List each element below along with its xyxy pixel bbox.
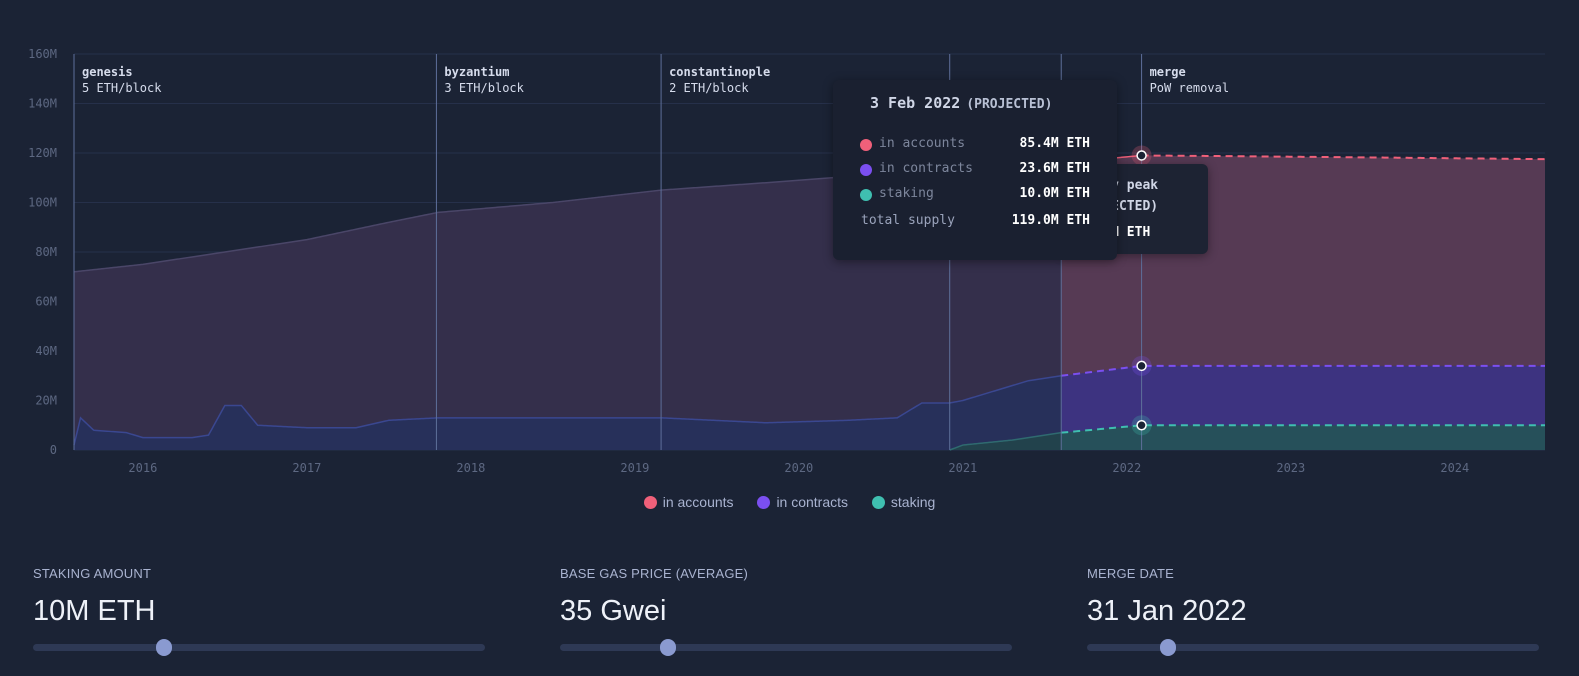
y-tick-label: 100M xyxy=(28,196,57,210)
x-tick-label: 2018 xyxy=(456,461,485,475)
x-tick-label: 2020 xyxy=(784,461,813,475)
tooltip-row-contracts: in contracts 23.6M ETH xyxy=(860,161,1090,179)
y-tick-label: 60M xyxy=(35,295,57,309)
event-name: merge xyxy=(1150,65,1186,79)
hover-tooltip: 3 Feb 2022 (PROJECTED) in accounts 85.4M E… xyxy=(833,80,1117,260)
y-tick-label: 20M xyxy=(35,394,57,408)
line-staking-projected xyxy=(1061,424,1545,434)
y-tick-label: 40M xyxy=(35,344,57,358)
event-name: byzantium xyxy=(444,65,509,79)
staking-slider-thumb[interactable] xyxy=(156,639,173,656)
x-tick-label: 2021 xyxy=(948,461,977,475)
y-tick-label: 160M xyxy=(28,47,57,61)
line-staking xyxy=(949,431,1062,451)
area-contracts-historical xyxy=(74,375,1062,450)
x-tick-label: 2022 xyxy=(1112,461,1141,475)
y-tick-label: 80M xyxy=(35,245,57,259)
chart-legend: in accounts in contracts staking xyxy=(0,494,1579,510)
control-value: 35 Gwei xyxy=(560,595,667,627)
x-tick-label: 2023 xyxy=(1276,461,1305,475)
area-staking-projected xyxy=(1061,425,1545,450)
tooltip-row-staking: staking 10.0M ETH xyxy=(860,186,1090,204)
x-tick-label: 2016 xyxy=(128,461,157,475)
gas-price-slider[interactable] xyxy=(560,644,1012,651)
control-label: STAKING AMOUNT xyxy=(33,566,152,581)
area-accounts-historical xyxy=(74,162,1062,450)
legend-accounts[interactable]: in accounts xyxy=(643,494,734,510)
tooltip-row-accounts: in accounts 85.4M ETH xyxy=(860,136,1090,154)
control-value: 31 Jan 2022 xyxy=(1087,595,1247,627)
event-name: constantinople xyxy=(669,65,770,79)
x-tick-label: 2019 xyxy=(620,461,649,475)
line-contracts xyxy=(73,375,1062,446)
staking-amount-control: STAKING AMOUNT 10M ETH xyxy=(33,566,485,656)
line-accounts-projected xyxy=(1141,154,1546,161)
hover-point xyxy=(1136,150,1147,161)
y-tick-label: 120M xyxy=(28,146,57,160)
staking-slider[interactable] xyxy=(33,644,485,651)
gas-price-control: BASE GAS PRICE (AVERAGE) 35 Gwei xyxy=(560,566,1012,656)
merge-date-slider-thumb[interactable] xyxy=(1160,639,1177,656)
merge-date-slider[interactable] xyxy=(1087,644,1539,651)
hover-point xyxy=(1136,360,1147,372)
event-note: 2 ETH/block xyxy=(669,81,749,95)
y-tick-label: 140M xyxy=(28,97,57,111)
control-label: MERGE DATE xyxy=(1087,566,1174,581)
control-value: 10M ETH xyxy=(33,595,156,627)
legend-contracts[interactable]: in contracts xyxy=(757,494,848,510)
legend-staking[interactable]: staking xyxy=(871,494,935,510)
gas-price-slider-thumb[interactable] xyxy=(660,639,677,656)
tooltip-row-total: total supply 119.0M ETH xyxy=(861,213,1090,228)
supply-chart: 0 20M 40M 60M 80M 100M 120M 140M 160M 2016 2017 201… xyxy=(28,47,1546,475)
event-note: 5 ETH/block xyxy=(82,81,162,95)
tooltip-title: 3 Feb 2022 (PROJECTED) xyxy=(870,94,1053,112)
hover-point xyxy=(1136,420,1147,431)
y-tick-label: 0 xyxy=(50,443,57,457)
event-note: PoW removal xyxy=(1150,81,1229,95)
event-name: genesis xyxy=(82,65,133,79)
x-tick-label: 2024 xyxy=(1440,461,1469,475)
event-note: 3 ETH/block xyxy=(444,81,524,95)
line-contracts-projected xyxy=(1061,364,1545,377)
control-label: BASE GAS PRICE (AVERAGE) xyxy=(560,566,749,581)
x-tick-label: 2017 xyxy=(292,461,321,475)
merge-date-control: MERGE DATE 31 Jan 2022 xyxy=(1087,566,1539,656)
